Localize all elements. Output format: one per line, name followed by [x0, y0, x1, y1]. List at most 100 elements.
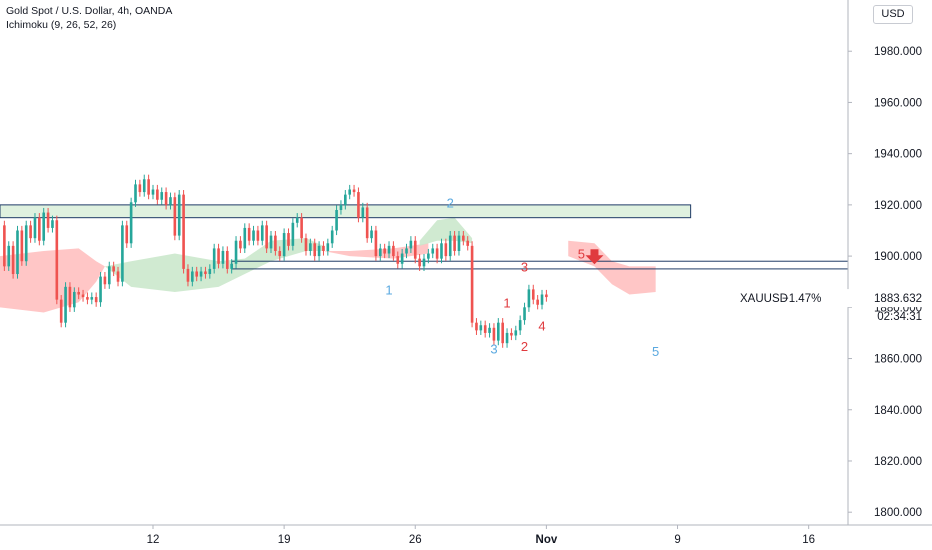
candle-body: [51, 220, 54, 228]
candle-body: [287, 233, 290, 246]
candle-body: [514, 330, 518, 336]
candle-body: [344, 194, 347, 205]
candle-body: [326, 243, 330, 251]
candle-body: [518, 320, 522, 331]
candle-body: [527, 289, 531, 308]
wave-label: 1: [385, 283, 392, 298]
candle-body: [138, 184, 142, 193]
candle-body: [365, 207, 369, 239]
candle-body: [217, 248, 220, 264]
candle-body: [173, 197, 177, 236]
price-tag-change: −1.47%: [782, 293, 821, 305]
price-tick-label: 1940.000: [874, 149, 922, 161]
candle-body: [94, 297, 98, 303]
candle-body: [204, 271, 207, 275]
candle-body: [396, 256, 400, 264]
currency-button[interactable]: USD: [873, 5, 913, 24]
candle-body: [427, 253, 430, 259]
time-tick-label: 26: [409, 534, 422, 546]
candle-body: [545, 294, 548, 298]
candle-body: [199, 271, 203, 277]
candle-body: [191, 271, 194, 282]
price-tag-countdown: 02:34:31: [877, 311, 922, 323]
candle-body: [3, 225, 6, 267]
candle-body: [116, 271, 120, 282]
indicator-legend[interactable]: Ichimoku (9, 26, 52, 26): [6, 19, 117, 31]
candle-body: [536, 299, 539, 305]
time-tick-label: Nov: [536, 534, 558, 546]
price-tick-label: 1900.000: [874, 251, 922, 263]
price-tick-label: 1820.000: [874, 456, 922, 468]
candle-body: [142, 179, 146, 193]
candle-body: [501, 322, 504, 344]
wave-label: 4: [538, 318, 545, 333]
candle-body: [7, 245, 11, 267]
candle-body: [29, 225, 32, 239]
candle-body: [352, 189, 356, 193]
candle-body: [448, 235, 452, 257]
candle-body: [64, 286, 67, 323]
candle-body: [435, 248, 439, 259]
candle-body: [230, 263, 233, 269]
candle-body: [247, 227, 251, 241]
candle-body: [540, 294, 544, 305]
candle-body: [479, 325, 483, 331]
candle-body: [164, 192, 168, 205]
candle-body: [16, 230, 19, 275]
candle-body: [212, 248, 216, 269]
candle-body: [440, 243, 443, 259]
candle-body: [256, 230, 260, 241]
candle-body: [221, 250, 225, 264]
candle-body: [339, 204, 343, 210]
candle-body: [466, 240, 470, 246]
price-tag-bg: [735, 289, 925, 308]
candle-body: [46, 212, 50, 228]
wave-label: 2: [447, 195, 454, 210]
wave-annotations: 1 2 3 5 1 2 3 4 5: [385, 195, 659, 359]
candlesticks: [3, 174, 548, 348]
time-tick-label: 9: [674, 534, 680, 546]
wave-label: 1: [503, 295, 510, 310]
candle-body: [405, 248, 408, 254]
candle-body: [121, 225, 124, 282]
candle-body: [225, 250, 229, 269]
candle-body: [282, 233, 286, 257]
wave-label: 3: [521, 259, 528, 274]
price-tick-label: 1920.000: [874, 200, 922, 212]
candle-body: [274, 235, 277, 251]
candle-body: [409, 240, 413, 249]
price-tick-label: 1980.000: [874, 46, 922, 58]
candle-body: [309, 243, 312, 251]
candle-body: [374, 230, 378, 257]
wave-label: 5: [578, 247, 585, 262]
time-tick-label: 12: [147, 534, 160, 546]
candle-body: [304, 238, 308, 251]
candle-body: [496, 322, 500, 341]
candle-body: [453, 235, 456, 251]
candle-body: [208, 268, 212, 275]
candle-body: [125, 225, 129, 244]
candle-body: [357, 192, 360, 218]
candle-body: [531, 289, 535, 300]
candle-body: [431, 248, 435, 254]
candle-body: [103, 276, 107, 285]
candle-body: [38, 217, 41, 241]
candle-body: [99, 276, 102, 303]
candle-body: [234, 240, 238, 264]
candle-body: [156, 189, 159, 200]
candle-body: [413, 240, 417, 259]
candle-body: [523, 307, 526, 321]
price-tick-label: 1960.000: [874, 97, 922, 109]
price-tick-label: 1860.000: [874, 354, 922, 366]
candle-body: [488, 327, 491, 333]
candle-body: [177, 194, 181, 236]
candle-body: [483, 325, 487, 333]
candle-body: [313, 243, 317, 257]
candle-body: [444, 243, 448, 257]
cloud-bear-segment: [568, 240, 656, 295]
candle-body: [147, 179, 150, 195]
candle-body: [278, 250, 282, 257]
price-tag-symbol: XAUUSD: [740, 293, 788, 305]
price-tag-value: 1883.632: [874, 293, 922, 305]
